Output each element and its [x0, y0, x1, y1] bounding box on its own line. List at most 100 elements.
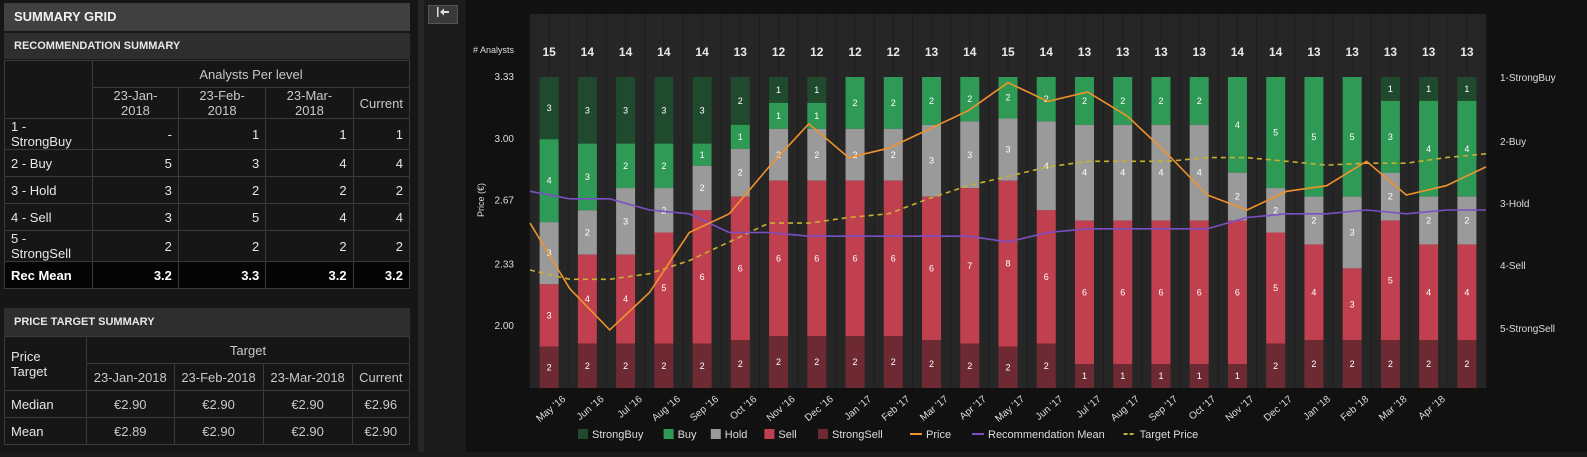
x-tick-label: Feb '17 [880, 394, 913, 424]
bar-segment-label: 2 [585, 361, 590, 371]
bar-segment-hold [922, 124, 942, 197]
cell: 2 [352, 176, 411, 204]
bar-segment-strongsell [730, 340, 750, 388]
bar-segment-label: 2 [585, 228, 590, 238]
cell: 3.2 [92, 261, 179, 289]
rec-level-label: 2-Buy [1500, 137, 1526, 148]
bar-segment-label: 4 [1158, 168, 1163, 178]
rec-level-label: 5-StrongSell [1500, 324, 1555, 335]
analyst-count-label: 12 [810, 45, 824, 59]
bar-segment-label: 6 [891, 253, 896, 263]
bar-segment-strongsell [616, 343, 636, 388]
analyst-count-label: 13 [1078, 45, 1092, 59]
bar-segment-label: 2 [623, 161, 628, 171]
bar-segment-label: 4 [1044, 161, 1049, 171]
row-label: 2 - Buy [4, 149, 93, 177]
bar-segment-hold [654, 188, 674, 233]
bar-segment-label: 3 [585, 172, 590, 182]
panel-divider[interactable] [418, 0, 424, 452]
cell: €2.90 [262, 390, 353, 418]
table-row: 1 - StrongBuy - 1 1 1 [4, 118, 411, 150]
bar-segment-buy [1113, 77, 1133, 125]
column-header: 23-Jan-2018 [86, 363, 175, 391]
bar-segment-label: 2 [1044, 94, 1049, 104]
legend-swatch [578, 429, 588, 439]
price-target-summary-title: PRICE TARGET SUMMARY [4, 308, 410, 336]
bar-segment-strongbuy [539, 77, 559, 140]
bar-segment-label: 3 [623, 216, 628, 226]
bar-segment-label: 4 [1120, 168, 1125, 178]
bar-segment-buy [807, 102, 827, 129]
bar-segment-label: 2 [967, 94, 972, 104]
empty-header-cell [4, 60, 93, 119]
bar-segment-label: 2 [1426, 216, 1431, 226]
row-label: Mean [4, 417, 87, 445]
bar-segment-buy [1151, 77, 1171, 125]
bar-segment-label: 3 [1350, 299, 1355, 309]
bar-segment-buy [730, 124, 750, 149]
bar-segment-label: 4 [1464, 144, 1469, 154]
analyst-count-label: 12 [848, 45, 862, 59]
analyst-count-label: 13 [1422, 45, 1436, 59]
bar-segment-buy [922, 77, 942, 125]
bar-segment-sell [1419, 244, 1439, 341]
cell: 2 [177, 230, 267, 262]
x-tick-label: Feb '18 [1339, 394, 1372, 424]
bar-segment-strongsell [1113, 364, 1133, 388]
x-tick-label: Dec '17 [1262, 394, 1295, 424]
bar-segment-hold [1304, 196, 1324, 245]
bar-segment-label: 7 [967, 261, 972, 271]
bar-segment-sell [998, 180, 1018, 347]
bar-segment-label: 4 [1311, 287, 1316, 297]
cell: 2 [92, 230, 179, 262]
bar-segment-label: 2 [661, 361, 666, 371]
bar-segment-label: 4 [547, 176, 552, 186]
bar-segment-label: 2 [661, 161, 666, 171]
bar-segment-label: 1 [1235, 371, 1240, 381]
bar-segment-sell [539, 284, 559, 347]
bar-segment-sell [692, 210, 712, 344]
bar-segment-label: 2 [623, 361, 628, 371]
bar-segment-label: 2 [929, 359, 934, 369]
bar-segment-sell [845, 180, 865, 337]
price-line [529, 81, 1487, 332]
bar-segment-label: 1 [1426, 84, 1431, 94]
bar-segment-strongsell [1380, 340, 1400, 388]
recommendation-summary-title: RECOMMENDATION SUMMARY [4, 33, 410, 59]
column-header: Current [352, 87, 411, 119]
bar-segment-label: 1 [814, 111, 819, 121]
bar-segment-label: 2 [1005, 362, 1010, 372]
bar-segment-label: 3 [585, 105, 590, 115]
collapse-panel-button[interactable] [428, 5, 458, 24]
bar-segment-label: 2 [738, 168, 743, 178]
bar-segment-label: 6 [738, 263, 743, 273]
bar-segment-label: 2 [738, 96, 743, 106]
bar-segment-label: 3 [623, 105, 628, 115]
bar-segment-buy [1457, 100, 1477, 197]
bar-segment-label: 4 [1082, 168, 1087, 178]
x-tick-label: May '17 [993, 394, 1027, 425]
bar-segment-label: 5 [1388, 275, 1393, 285]
bar-segment-strongbuy [730, 77, 750, 125]
bar-segment-label: 2 [1311, 359, 1316, 369]
bar-segment-label: 2 [853, 98, 858, 108]
bar-segment-strongsell [1457, 340, 1477, 388]
bar-segment-label: 2 [814, 150, 819, 160]
bar-segment-label: 6 [1197, 287, 1202, 297]
bar-segment-strongbuy [769, 77, 789, 103]
bar-segment-strongbuy [1419, 77, 1439, 101]
bar-segment-label: 2 [1273, 205, 1278, 215]
analyst-count-label: 14 [695, 45, 709, 59]
bar-segment-label: 2 [661, 205, 666, 215]
bar-segment-label: 2 [814, 357, 819, 367]
bar-segment-label: 2 [1197, 96, 1202, 106]
bar-segment-strongsell [654, 343, 674, 388]
bar-segment-label: 2 [853, 150, 858, 160]
x-tick-label: Nov '16 [765, 394, 798, 424]
bar-segment-buy [1380, 100, 1400, 173]
analyst-count-label: 14 [619, 45, 633, 59]
bar-segment-label: 2 [700, 361, 705, 371]
bar-segment-label: 2 [1388, 359, 1393, 369]
bar-segment-label: 3 [1350, 228, 1355, 238]
bar-segment-label: 2 [1464, 359, 1469, 369]
